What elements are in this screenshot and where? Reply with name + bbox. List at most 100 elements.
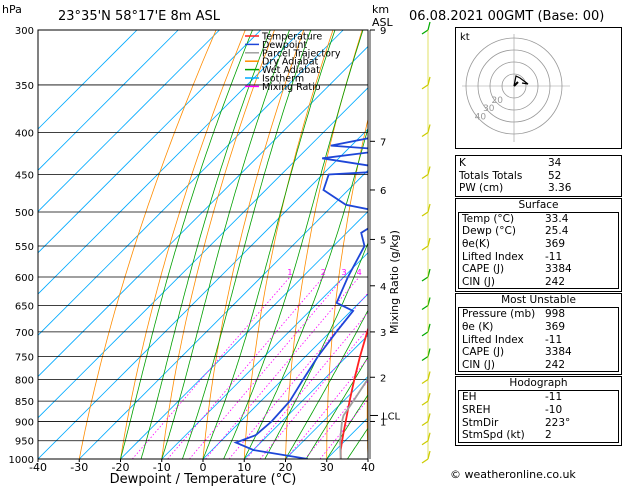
pressure-tick-label: 650	[15, 302, 34, 313]
pressure-tick-label: 450	[15, 170, 34, 181]
mixing-ratio-labels: 1 2 3 4	[287, 268, 361, 277]
most-unstable-row: CIN (J) 242	[459, 359, 618, 372]
wind-barb	[421, 355, 429, 361]
most-unstable-row-value: 3384	[545, 346, 572, 359]
legend-entry: Dewpoint	[262, 40, 307, 51]
pressure-tick-label: 700	[15, 328, 34, 339]
isotherm-line	[38, 30, 344, 336]
storm-motion-icon	[513, 81, 519, 87]
wet-adiabat-line	[120, 30, 253, 459]
wet-adiabat-line	[305, 356, 368, 459]
wind-barbs	[421, 21, 431, 464]
isotherm-line	[38, 45, 368, 378]
surface-row-label: CIN (J)	[462, 275, 495, 288]
wind-barb	[421, 331, 429, 337]
mixing-ratio-line	[189, 276, 345, 459]
temperature-tick-label: 40	[361, 461, 375, 474]
wind-barb	[427, 21, 431, 31]
index-row-value: 34	[548, 157, 562, 169]
wind-barb	[421, 420, 429, 426]
hodograph-row-label: SREH	[462, 403, 491, 416]
km-tick-label: 3	[380, 328, 386, 339]
lcl-label: LCL	[382, 411, 401, 422]
isotherm-line	[161, 252, 368, 459]
profile-parcel-trajectory	[339, 377, 368, 459]
most-unstable-row-label: CIN (J)	[462, 358, 495, 371]
index-row: PW (cm) 3.36	[456, 182, 621, 195]
mixing-ratio-label: 1	[287, 268, 292, 277]
hodograph-ring-label: 30	[483, 104, 495, 114]
temperature-axis: -40 -30 -20 -10 0 10 20 30 40	[29, 459, 375, 474]
mixing-ratio-line	[205, 276, 360, 459]
most-unstable-row-label: Pressure (mb)	[462, 308, 536, 321]
hodograph-row-label: StmSpd (kt)	[462, 429, 525, 442]
km-tick-label: 2	[380, 373, 386, 384]
wind-barb	[427, 203, 431, 213]
isotherm-line	[243, 334, 368, 459]
legend-entry: Dry Adiabat	[262, 57, 319, 68]
most-unstable-row-value: 242	[545, 358, 566, 371]
wind-barb	[427, 348, 431, 357]
hodograph-row-value: 223°	[545, 416, 571, 429]
hodograph-panel: 40 30 20 kt	[455, 27, 622, 149]
pressure-tick-label: 300	[15, 26, 34, 37]
surface-row: CAPE (J) 3384	[459, 263, 618, 276]
profiles	[233, 137, 368, 459]
wind-barb	[421, 440, 429, 446]
surface-row-value: 3384	[545, 263, 572, 276]
km-tick-label: 7	[380, 137, 386, 148]
hodograph-box: EH -11 SREH -10 StmDir 223° StmSpd (kt) 2	[458, 390, 619, 443]
location-title: 23°35'N 58°17'E 8m ASL	[58, 9, 221, 24]
profile-temperature	[339, 326, 368, 459]
hodograph-row-value: -10	[545, 403, 563, 416]
hodograph-row-label: StmDir	[462, 416, 499, 429]
pressure-tick-label: 950	[15, 437, 34, 448]
temperature-tick-label: 10	[237, 461, 251, 474]
isotherm-line	[285, 375, 368, 459]
pressure-tick-label: 600	[15, 273, 34, 284]
isotherm-line	[38, 87, 368, 419]
hodograph-row: EH -11	[459, 391, 618, 404]
wind-barb	[421, 400, 429, 406]
hodograph-row-value: -11	[545, 391, 563, 404]
most-unstable-row: Lifted Index -11	[459, 334, 618, 347]
mixing-ratio-line	[319, 398, 368, 459]
temperature-tick-label: 20	[279, 461, 293, 474]
wind-barb	[427, 450, 431, 460]
km-tick-label: 5	[380, 235, 386, 246]
mixing-ratio-line	[285, 357, 368, 459]
indices-table: K 34 Totals Totals 52 PW (cm) 3.36 Surface Te…	[455, 155, 622, 446]
mixing-ratio-axis-label: Mixing Ratio (g/kg)	[388, 230, 401, 334]
wind-barb	[427, 323, 431, 333]
wet-adiabat-line	[182, 30, 312, 459]
hodograph-trace	[513, 75, 529, 87]
wind-barb	[421, 276, 429, 282]
hodograph-row-value: 2	[545, 429, 552, 442]
most-unstable-section: Most Unstable Pressure (mb) 998 θe (K) 369 L…	[455, 293, 622, 376]
pressure-tick-label: 1000	[9, 455, 34, 466]
legend-entry: Mixing Ratio	[262, 82, 321, 93]
most-unstable-row-value: -11	[545, 333, 563, 346]
hodograph-ring-label: 40	[475, 113, 487, 123]
temperature-tick-label: 30	[320, 461, 334, 474]
wind-barb	[421, 245, 429, 251]
temperature-tick-label: -10	[153, 461, 171, 474]
mixing-ratio-label: 3	[341, 268, 346, 277]
surface-row-label: Temp (°C)	[462, 212, 515, 225]
hodograph-section: Hodograph EH -11 SREH -10 StmDir 223° StmSpd (…	[455, 376, 622, 446]
isotherm-line	[78, 169, 368, 459]
mixing-ratio-lines	[131, 276, 368, 459]
mixing-ratio-label: 2	[321, 268, 326, 277]
mixing-ratio-line	[228, 292, 368, 459]
wind-barb	[421, 132, 429, 138]
index-row-value: 52	[548, 169, 562, 182]
surface-row-value: 33.4	[545, 212, 569, 225]
surface-row: Lifted Index -11	[459, 251, 618, 264]
index-row-value: 3.36	[548, 182, 572, 195]
index-row-label: PW (cm)	[459, 182, 504, 195]
wind-barb	[427, 371, 431, 380]
surface-row-label: θe(K)	[462, 237, 490, 250]
wind-barb	[427, 166, 431, 175]
